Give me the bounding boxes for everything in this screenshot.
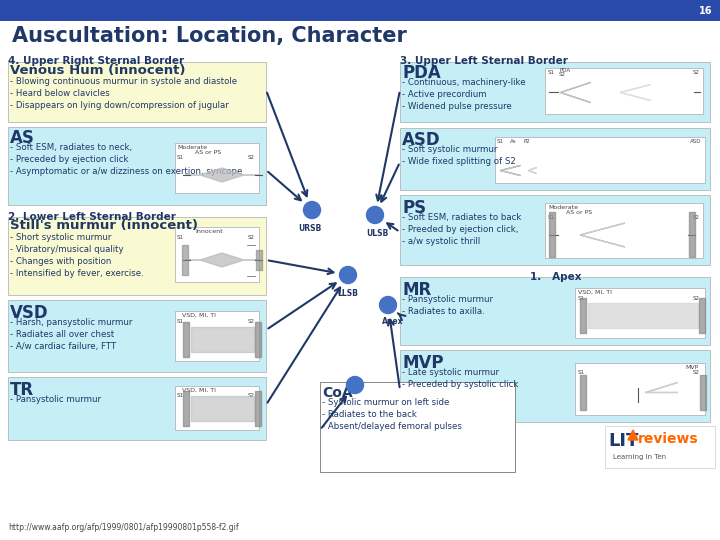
Text: Moderate: Moderate (548, 205, 578, 210)
FancyBboxPatch shape (8, 127, 266, 205)
FancyBboxPatch shape (175, 386, 259, 430)
Text: S2: S2 (248, 319, 255, 324)
Text: AS: AS (10, 129, 35, 147)
FancyBboxPatch shape (0, 0, 720, 21)
FancyBboxPatch shape (545, 68, 703, 114)
Text: Auscultation: Location, Character: Auscultation: Location, Character (12, 26, 407, 46)
FancyBboxPatch shape (400, 195, 710, 265)
Text: S2: S2 (248, 155, 255, 160)
Text: TR: TR (10, 381, 34, 399)
Text: Learning In Ten: Learning In Ten (613, 454, 666, 460)
Polygon shape (185, 168, 259, 182)
Text: Venous Hum (innocent): Venous Hum (innocent) (10, 64, 186, 77)
Text: S2: S2 (693, 370, 700, 375)
Text: Apex: Apex (382, 317, 404, 326)
FancyBboxPatch shape (605, 426, 715, 468)
Text: S1: S1 (548, 70, 555, 75)
FancyBboxPatch shape (400, 62, 710, 122)
Text: 2. Lower Left Sternal Border: 2. Lower Left Sternal Border (8, 212, 176, 222)
Text: S1: S1 (578, 370, 585, 375)
Text: - Blowing continuous murmur in systole and diastole
- Heard below clavicles
- Di: - Blowing continuous murmur in systole a… (10, 77, 237, 110)
Circle shape (340, 267, 356, 284)
Text: P2: P2 (523, 139, 530, 144)
Text: S2: S2 (693, 296, 700, 301)
Polygon shape (185, 253, 259, 267)
Polygon shape (580, 223, 625, 235)
Text: S1: S1 (177, 235, 184, 240)
Text: S1: S1 (177, 393, 184, 398)
Text: Moderate: Moderate (177, 145, 207, 150)
Text: S1: S1 (177, 155, 184, 160)
Text: S1: S1 (548, 215, 555, 220)
Text: - Soft systolic murmur
- Wide fixed splitting of S2: - Soft systolic murmur - Wide fixed spli… (402, 145, 516, 166)
FancyBboxPatch shape (320, 382, 515, 472)
Circle shape (346, 376, 364, 394)
Text: S1: S1 (578, 296, 585, 301)
Circle shape (366, 206, 384, 224)
Polygon shape (580, 235, 625, 247)
FancyBboxPatch shape (175, 227, 259, 282)
Text: reviews: reviews (638, 432, 698, 446)
FancyBboxPatch shape (8, 300, 266, 372)
Text: - Short systolic murmur
- Vibratory/musical quality
- Changes with position
- In: - Short systolic murmur - Vibratory/musi… (10, 233, 144, 279)
Text: S2: S2 (693, 215, 700, 220)
Text: - Late systolic murmur
- Preceded by systolic click: - Late systolic murmur - Preceded by sys… (402, 368, 518, 389)
Text: PDA: PDA (559, 68, 570, 73)
Text: VSD, MI, TI: VSD, MI, TI (182, 313, 216, 318)
FancyBboxPatch shape (8, 217, 266, 295)
Text: MVP: MVP (402, 354, 444, 372)
FancyBboxPatch shape (175, 311, 259, 361)
Text: VSD, MI, TI: VSD, MI, TI (578, 290, 612, 295)
Text: http://www.aafp.org/afp/1999/0801/afp19990801p558-f2.gif: http://www.aafp.org/afp/1999/0801/afp199… (8, 523, 238, 532)
FancyBboxPatch shape (575, 363, 705, 415)
FancyBboxPatch shape (575, 288, 705, 338)
Text: Innocent: Innocent (195, 229, 222, 234)
FancyBboxPatch shape (8, 377, 266, 440)
FancyBboxPatch shape (400, 350, 710, 422)
FancyBboxPatch shape (545, 203, 703, 258)
Text: MR: MR (402, 281, 431, 299)
Text: S1: S1 (177, 319, 184, 324)
Text: PS: PS (402, 199, 426, 217)
Text: 3. Upper Left Sternal Border: 3. Upper Left Sternal Border (400, 56, 568, 66)
FancyBboxPatch shape (175, 143, 259, 193)
Text: As: As (510, 139, 517, 144)
Text: CoA: CoA (322, 386, 353, 400)
FancyBboxPatch shape (8, 62, 266, 122)
Text: S2: S2 (559, 72, 566, 77)
Text: PDA: PDA (402, 64, 441, 82)
Text: - Soft ESM, radiates to back
- Preeded by ejection click,
- a/w systolic thrill: - Soft ESM, radiates to back - Preeded b… (402, 213, 521, 246)
FancyBboxPatch shape (400, 128, 710, 190)
Text: 4. Upper Right Sternal Border: 4. Upper Right Sternal Border (8, 56, 184, 66)
Text: AS or PS: AS or PS (566, 210, 592, 215)
Text: - Continuous, machinery-like
- Active precordium
- Widened pulse pressure: - Continuous, machinery-like - Active pr… (402, 78, 526, 111)
Text: S2: S2 (248, 235, 255, 240)
FancyBboxPatch shape (400, 277, 710, 345)
Text: S1: S1 (497, 139, 504, 144)
Text: MVP: MVP (685, 365, 698, 370)
Text: - Pansystolic murmur
- Radiates to axilla.: - Pansystolic murmur - Radiates to axill… (402, 295, 493, 316)
Text: VSD, MI, TI: VSD, MI, TI (182, 388, 216, 393)
Text: Still's murmur (innocent): Still's murmur (innocent) (10, 219, 198, 232)
Text: AS or PS: AS or PS (195, 150, 221, 155)
Text: S2: S2 (693, 70, 700, 75)
Text: LLSB: LLSB (338, 289, 359, 298)
Text: LIT: LIT (608, 432, 639, 450)
Text: ASD: ASD (402, 131, 441, 149)
Text: ASD: ASD (690, 139, 701, 144)
Text: S2: S2 (248, 393, 255, 398)
Text: - Pansystolic murmur: - Pansystolic murmur (10, 395, 101, 404)
Text: URSB: URSB (298, 224, 322, 233)
Circle shape (379, 296, 397, 314)
Text: 16: 16 (698, 6, 712, 16)
Circle shape (304, 201, 320, 219)
Text: - Harsh, pansystolic murmur
- Radiates all over chest
- A/w cardiac failure, FTT: - Harsh, pansystolic murmur - Radiates a… (10, 318, 132, 352)
Polygon shape (628, 430, 638, 440)
Text: VSD: VSD (10, 304, 49, 322)
FancyBboxPatch shape (495, 137, 705, 183)
Text: ULSB: ULSB (366, 229, 388, 238)
Text: - Soft ESM, radiates to neck,
- Preceded by ejection click
- Asymptomatic or a/w: - Soft ESM, radiates to neck, - Preceded… (10, 143, 243, 176)
Text: - Systolic murmur on left side
- Radiates to the back
- Absent/delayed femoral p: - Systolic murmur on left side - Radiate… (322, 398, 462, 431)
Text: 1.   Apex: 1. Apex (530, 272, 582, 282)
